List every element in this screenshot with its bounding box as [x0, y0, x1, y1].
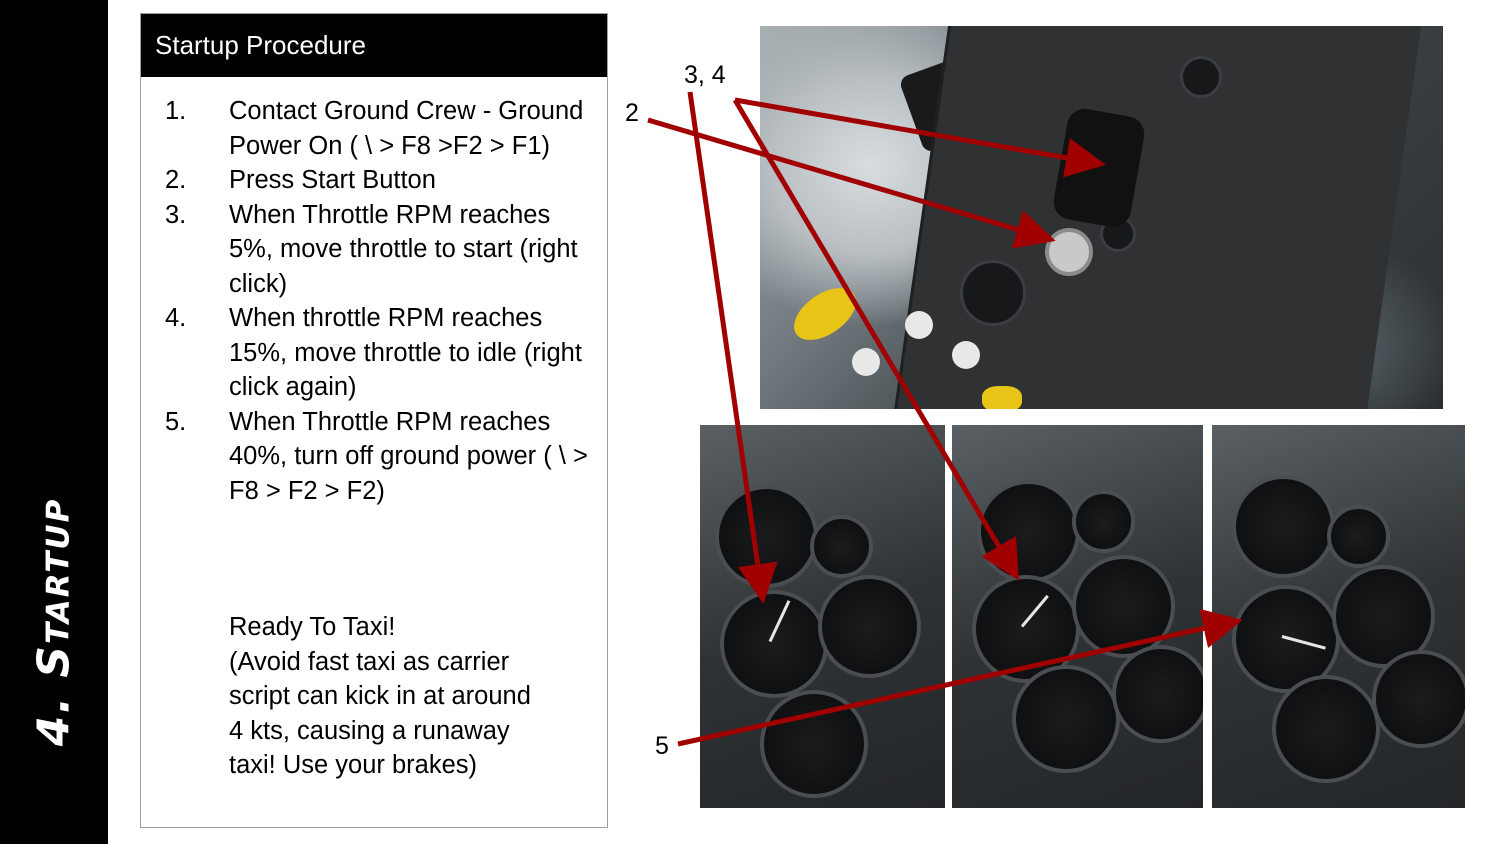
- step-text: When Throttle RPM reaches 40%, turn off …: [229, 407, 588, 505]
- sidebar: 4. Startup: [0, 0, 108, 844]
- note-line: 4 kts, causing a runaway: [229, 716, 510, 745]
- white-knob: [852, 348, 880, 376]
- arrow-rpm-gauge-1: [687, 91, 778, 604]
- fuel-flow-gauge: [1272, 675, 1380, 783]
- oil-gauge: [1072, 490, 1135, 553]
- step-1: 1. Contact Ground Crew - Ground Power On…: [165, 94, 595, 163]
- step-number: 2.: [165, 166, 187, 194]
- gauge-panel-1: [700, 425, 945, 808]
- step-text: When throttle RPM reaches 15%, move thro…: [229, 304, 582, 401]
- arrow-rpm-gauge-2: [732, 98, 1020, 581]
- step-number: 5.: [165, 407, 187, 436]
- callout-3-4: 3, 4: [684, 61, 726, 89]
- gauge-panel-2: [952, 425, 1203, 808]
- step-text: Press Start Button: [229, 166, 436, 194]
- note-line: Ready To Taxi!: [229, 613, 396, 641]
- arrow-rpm-gauge-3: [677, 608, 1243, 747]
- white-knob: [952, 341, 980, 369]
- step-number: 3.: [165, 200, 187, 229]
- steps-list: 1. Contact Ground Crew - Ground Power On…: [165, 94, 595, 508]
- callout-5: 5: [655, 732, 669, 760]
- step-text: Contact Ground Crew - Ground Power On ( …: [229, 97, 584, 160]
- taxi-note: Ready To Taxi! (Avoid fast taxi as carri…: [229, 610, 599, 783]
- white-knob: [905, 311, 933, 339]
- oil-gauge: [810, 515, 873, 578]
- fuel-flow-gauge: [1012, 665, 1120, 773]
- note-line: taxi! Use your brakes): [229, 751, 478, 779]
- console-dial: [960, 260, 1026, 326]
- panel-header: Startup Procedure: [141, 14, 607, 77]
- procedure-panel: Startup Procedure 1. Contact Ground Crew…: [140, 13, 608, 828]
- arrow-start-button: [647, 117, 1056, 249]
- console-indicator: [1180, 56, 1222, 98]
- pressure-ratio-gauge: [1232, 475, 1335, 578]
- step-number: 4.: [165, 304, 187, 332]
- note-line: script can kick in at around: [229, 682, 531, 710]
- step-3: 3. When Throttle RPM reaches 5%, move th…: [165, 198, 595, 302]
- step-text: When Throttle RPM reaches 5%, move throt…: [229, 200, 578, 298]
- arrow-throttle: [734, 97, 1106, 178]
- oil-gauge: [1327, 505, 1390, 568]
- fuel-quantity-gauge: [1372, 650, 1465, 748]
- fuel-quantity-gauge: [1112, 645, 1203, 743]
- fuel-flow-gauge: [760, 690, 868, 798]
- step-2: 2. Press Start Button: [165, 163, 595, 198]
- yellow-switch: [982, 386, 1022, 409]
- note-line: (Avoid fast taxi as carrier: [229, 647, 510, 676]
- callout-2: 2: [625, 99, 639, 127]
- temp-gauge: [818, 575, 921, 678]
- cockpit-console-photo: [760, 26, 1443, 409]
- step-5: 5. When Throttle RPM reaches 40%, turn o…: [165, 405, 595, 509]
- gauge-panel-3: [1212, 425, 1465, 808]
- step-number: 1.: [165, 97, 187, 125]
- step-4: 4. When throttle RPM reaches 15%, move t…: [165, 301, 595, 405]
- temp-gauge: [1332, 565, 1435, 668]
